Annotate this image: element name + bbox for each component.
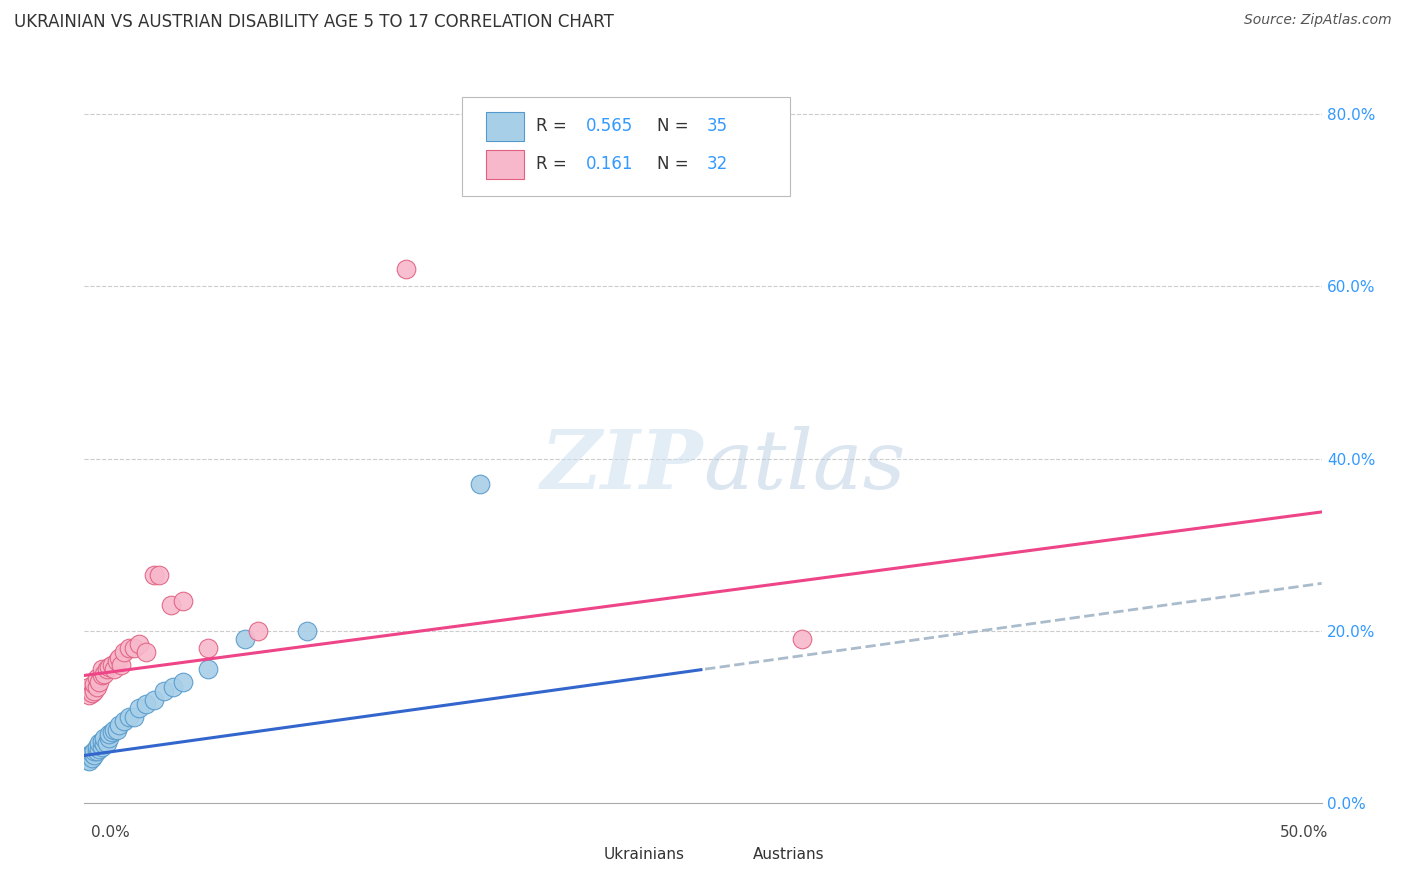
Text: atlas: atlas bbox=[703, 426, 905, 507]
Point bbox=[160, 598, 183, 612]
Point bbox=[96, 662, 118, 676]
Point bbox=[90, 739, 112, 754]
Point bbox=[295, 624, 318, 638]
Point bbox=[83, 677, 105, 691]
Text: R =: R = bbox=[536, 155, 578, 173]
Point bbox=[86, 671, 108, 685]
Point bbox=[108, 651, 131, 665]
Point bbox=[162, 680, 184, 694]
Text: Ukrainians: Ukrainians bbox=[605, 847, 685, 863]
Text: Austrians: Austrians bbox=[752, 847, 824, 863]
Point bbox=[233, 632, 256, 647]
Point bbox=[128, 637, 150, 651]
Text: ZIP: ZIP bbox=[540, 426, 703, 507]
Point bbox=[122, 710, 145, 724]
Text: 32: 32 bbox=[707, 155, 728, 173]
Point bbox=[76, 753, 98, 767]
Point bbox=[122, 640, 145, 655]
Text: UKRAINIAN VS AUSTRIAN DISABILITY AGE 5 TO 17 CORRELATION CHART: UKRAINIAN VS AUSTRIAN DISABILITY AGE 5 T… bbox=[14, 13, 614, 31]
Point bbox=[90, 668, 112, 682]
Point bbox=[89, 735, 111, 749]
Point bbox=[83, 684, 105, 698]
Point bbox=[246, 624, 269, 638]
Point bbox=[152, 684, 174, 698]
Point bbox=[105, 723, 128, 737]
Point bbox=[86, 739, 108, 754]
Point bbox=[89, 675, 111, 690]
Point bbox=[98, 727, 121, 741]
Point bbox=[128, 701, 150, 715]
Point bbox=[135, 697, 157, 711]
Point bbox=[93, 731, 115, 746]
Point bbox=[90, 734, 112, 748]
FancyBboxPatch shape bbox=[716, 841, 747, 869]
Text: 0.0%: 0.0% bbox=[91, 825, 131, 840]
Text: R =: R = bbox=[536, 117, 572, 136]
Text: N =: N = bbox=[657, 117, 695, 136]
FancyBboxPatch shape bbox=[486, 150, 523, 179]
Text: Source: ZipAtlas.com: Source: ZipAtlas.com bbox=[1244, 13, 1392, 28]
Point bbox=[790, 632, 813, 647]
Text: 50.0%: 50.0% bbox=[1281, 825, 1329, 840]
Point bbox=[86, 744, 108, 758]
Point bbox=[100, 725, 122, 739]
Point bbox=[93, 666, 115, 681]
Point bbox=[142, 692, 165, 706]
Point bbox=[79, 748, 101, 763]
Text: 0.565: 0.565 bbox=[585, 117, 633, 136]
Point bbox=[103, 723, 125, 737]
Point bbox=[112, 714, 135, 728]
Point bbox=[83, 744, 105, 758]
Point bbox=[79, 755, 101, 769]
Point bbox=[98, 660, 121, 674]
Point bbox=[110, 658, 132, 673]
Point bbox=[105, 654, 128, 668]
Point bbox=[98, 731, 121, 746]
Point bbox=[108, 718, 131, 732]
FancyBboxPatch shape bbox=[461, 97, 790, 195]
Point bbox=[395, 262, 418, 277]
Point bbox=[148, 567, 170, 582]
Point bbox=[470, 477, 492, 491]
Point bbox=[90, 662, 112, 676]
Point bbox=[93, 737, 115, 751]
Point bbox=[118, 640, 141, 655]
Point bbox=[80, 751, 103, 765]
Point bbox=[89, 742, 111, 756]
Point bbox=[172, 593, 194, 607]
Point bbox=[142, 567, 165, 582]
Point bbox=[118, 710, 141, 724]
Point bbox=[96, 735, 118, 749]
Point bbox=[172, 675, 194, 690]
Point bbox=[83, 748, 105, 763]
Point bbox=[80, 686, 103, 700]
Point bbox=[197, 640, 219, 655]
Point bbox=[80, 746, 103, 760]
Point bbox=[103, 662, 125, 676]
FancyBboxPatch shape bbox=[567, 841, 598, 869]
Point bbox=[79, 680, 101, 694]
FancyBboxPatch shape bbox=[486, 112, 523, 141]
Text: 35: 35 bbox=[707, 117, 728, 136]
Point bbox=[197, 662, 219, 676]
Point bbox=[112, 645, 135, 659]
Point bbox=[79, 688, 101, 702]
Point bbox=[100, 658, 122, 673]
Point bbox=[86, 680, 108, 694]
Text: 0.161: 0.161 bbox=[585, 155, 633, 173]
Point bbox=[135, 645, 157, 659]
Point bbox=[76, 684, 98, 698]
Text: N =: N = bbox=[657, 155, 695, 173]
